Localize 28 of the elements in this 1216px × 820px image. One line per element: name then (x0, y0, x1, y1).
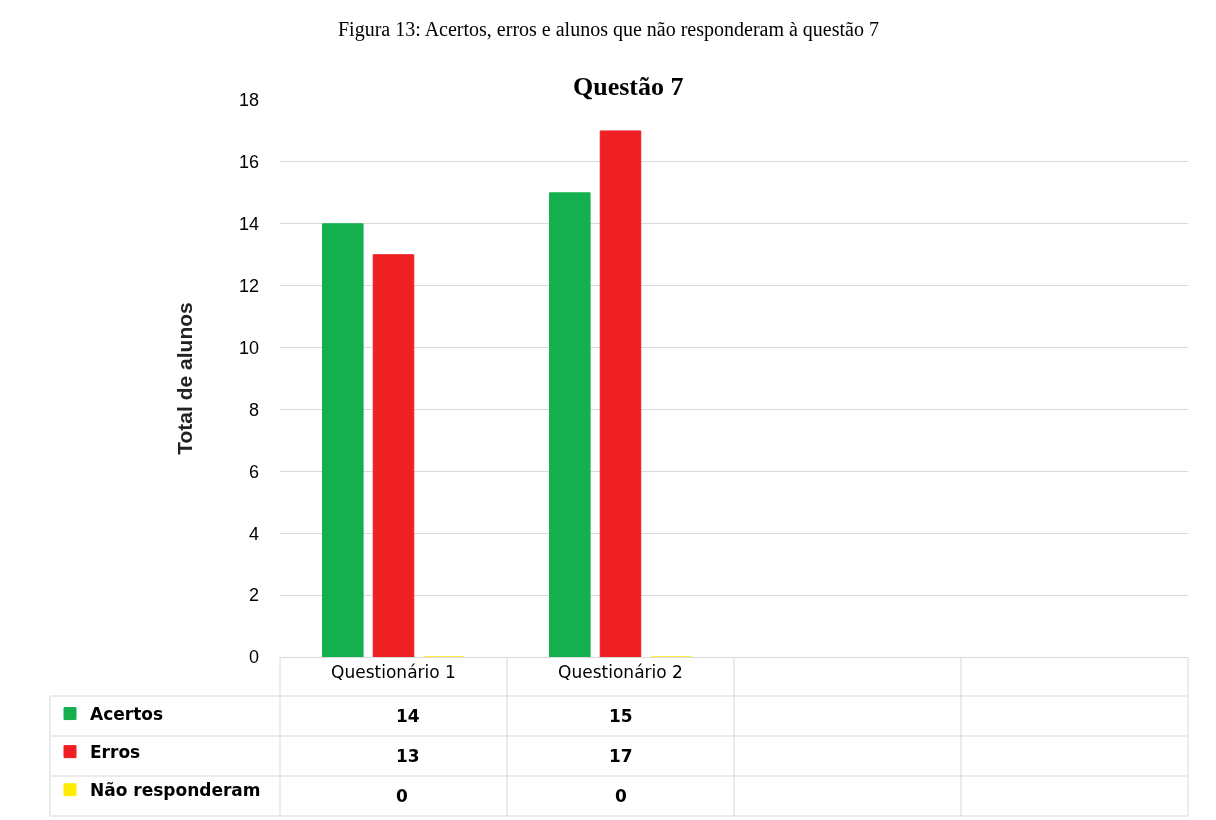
data-label: 15 (609, 706, 633, 726)
y-tick-label: 10 (238, 337, 259, 358)
y-tick-label: 16 (238, 152, 259, 173)
x-tick-label: Questionário 1 (331, 662, 456, 683)
y-tick-label: 14 (238, 214, 259, 235)
text: Figura 13: Acertos, erros e alunos que não responderam à questão 7 (338, 18, 879, 41)
y-tick-label: 6 (248, 461, 259, 482)
legend-label: Acertos (90, 704, 164, 725)
bar (322, 223, 364, 657)
y-tick-label: 2 (248, 585, 259, 606)
y-tick-label: 4 (248, 523, 259, 544)
data-label: 17 (609, 746, 633, 766)
y-tick-label: 18 (238, 90, 259, 111)
y-tick-label: 0 (248, 647, 259, 668)
x-tick-label: Questionário 2 (558, 662, 683, 683)
y-tick-label: 8 (248, 399, 259, 420)
data-label: 0 (615, 786, 627, 806)
bar (549, 192, 591, 657)
data-label: 14 (396, 706, 420, 726)
y-axis-title: Total de alunos (173, 302, 197, 455)
legend-label: Não responderam (90, 780, 261, 801)
data-label: 13 (396, 746, 420, 766)
y-tick-label: 12 (238, 275, 259, 296)
legend-label: Erros (90, 742, 141, 763)
bar (599, 130, 642, 657)
chart-title: Questão 7 (573, 72, 684, 101)
data-label: 0 (396, 786, 408, 806)
bar (372, 254, 415, 657)
